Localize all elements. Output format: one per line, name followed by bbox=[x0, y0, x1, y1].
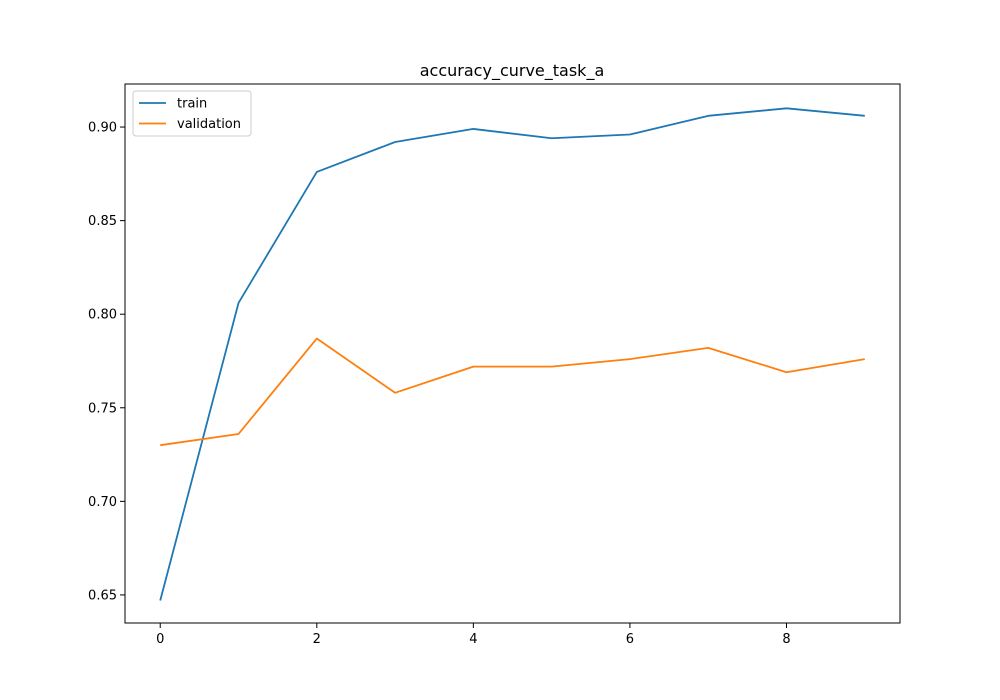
plot-area bbox=[124, 83, 901, 624]
legend: train validation bbox=[132, 90, 252, 137]
legend-label-train: train bbox=[177, 97, 207, 112]
series-line-train bbox=[159, 107, 865, 601]
y-tick-label: 0.70 bbox=[88, 495, 117, 510]
x-axis: 0 2 4 6 8 bbox=[156, 623, 791, 647]
y-tick-label: 0.75 bbox=[88, 401, 117, 416]
x-tick-label: 4 bbox=[469, 632, 477, 647]
y-tick-label: 0.80 bbox=[88, 308, 117, 323]
chart-title: accuracy_curve_task_a bbox=[420, 61, 605, 81]
x-tick-label: 2 bbox=[313, 632, 321, 647]
x-tick-label: 0 bbox=[156, 632, 164, 647]
series-layer bbox=[159, 107, 865, 601]
y-tick-label: 0.90 bbox=[88, 121, 117, 136]
x-tick-label: 6 bbox=[626, 632, 634, 647]
series-line-validation bbox=[160, 337, 865, 447]
x-tick-label: 8 bbox=[782, 632, 790, 647]
y-tick-label: 0.65 bbox=[88, 588, 117, 603]
legend-label-validation: validation bbox=[177, 117, 241, 132]
y-axis: 0.65 0.70 0.75 0.80 0.85 0.90 bbox=[88, 121, 125, 603]
y-tick-label: 0.85 bbox=[88, 214, 117, 229]
